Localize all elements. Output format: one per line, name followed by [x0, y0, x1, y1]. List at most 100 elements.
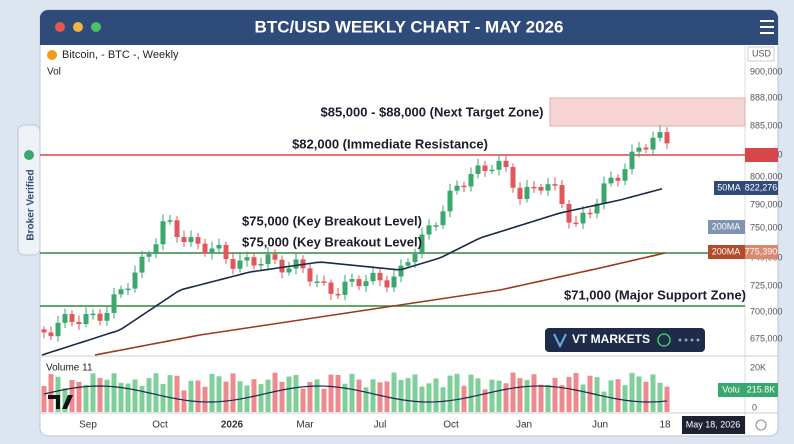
- candle: [118, 289, 124, 295]
- candle: [363, 281, 369, 287]
- volume-bar: [629, 372, 635, 412]
- candle: [279, 259, 285, 273]
- volume-bar: [167, 375, 173, 412]
- candle: [601, 183, 607, 204]
- price-axis-label: 675,000: [750, 333, 783, 343]
- x-axis-label: Oct: [443, 420, 459, 431]
- volume-bar: [538, 384, 544, 412]
- x-axis-label: Mar: [296, 420, 314, 431]
- candle: [132, 272, 138, 289]
- candle: [517, 187, 523, 199]
- volume-bar: [216, 376, 222, 412]
- x-axis-label: 2026: [221, 420, 244, 431]
- volume-bar: [321, 388, 327, 412]
- volume-bar: [272, 372, 278, 412]
- candle: [643, 147, 649, 150]
- candle: [615, 177, 621, 181]
- candle: [370, 272, 376, 282]
- volume-bar: [447, 375, 453, 412]
- candle: [48, 332, 54, 337]
- volume-bar: [237, 381, 243, 412]
- ma50-box: [714, 181, 745, 195]
- volume-bar: [622, 385, 628, 412]
- volume-bar: [97, 377, 103, 412]
- ma200-label: 200MA: [712, 221, 741, 231]
- volume-bar: [76, 381, 82, 412]
- candle: [251, 257, 257, 266]
- dot: [73, 22, 83, 32]
- menu-icon[interactable]: [760, 20, 774, 34]
- volume-bar: [293, 374, 299, 412]
- volume-bar: [608, 380, 614, 412]
- volume-bar: [363, 387, 369, 412]
- annotation: $75,000 (Key Breakout Level): [242, 213, 422, 228]
- volume-bar: [482, 389, 488, 412]
- badge-logo: [553, 333, 567, 349]
- volume-bar: [160, 383, 166, 412]
- candle: [62, 314, 68, 323]
- volume-bar: [174, 375, 180, 412]
- volume-bar: [489, 379, 495, 412]
- volume-bar: [188, 380, 194, 412]
- volume-axis-label: 20K: [750, 362, 766, 372]
- volume-bar: [517, 378, 523, 412]
- volume-value-box: [745, 383, 778, 397]
- currency-box[interactable]: [747, 46, 775, 62]
- volume-bar: [300, 388, 306, 412]
- candle: [258, 263, 264, 266]
- candle: [293, 259, 299, 269]
- target-zone: [549, 97, 746, 127]
- volume-bar: [349, 373, 355, 412]
- candle: [405, 262, 411, 266]
- volume-box: [718, 383, 745, 397]
- candle: [377, 272, 383, 281]
- candle: [181, 237, 187, 243]
- volume-bar: [643, 381, 649, 412]
- volume-bar: [440, 387, 446, 412]
- volume-bar: [391, 372, 397, 412]
- price-axis-label: 750,000: [750, 222, 783, 232]
- volume-bar: [419, 386, 425, 412]
- candle: [286, 268, 292, 273]
- candle: [342, 281, 348, 295]
- volume-bar: [41, 386, 47, 412]
- candle: [41, 329, 47, 333]
- candle: [636, 147, 642, 152]
- candle: [349, 279, 355, 282]
- badge-dots: [678, 338, 700, 342]
- candle: [321, 281, 327, 283]
- volume-bar: [342, 383, 348, 412]
- price-axis-label: 900,000: [750, 66, 783, 76]
- x-axis-label: Jan: [516, 420, 532, 431]
- candle: [524, 186, 530, 199]
- volume-bar: [636, 376, 642, 412]
- candle: [272, 254, 278, 260]
- settings-icon[interactable]: [755, 419, 767, 431]
- volume-bar: [573, 372, 579, 412]
- candle: [538, 186, 544, 191]
- btc-icon: [47, 50, 57, 60]
- x-axis-label: Sep: [79, 420, 97, 431]
- candle: [545, 184, 551, 191]
- candle: [622, 169, 628, 181]
- side-tab[interactable]: [17, 124, 41, 256]
- volume-bar: [496, 380, 502, 412]
- volume-bar: [181, 390, 187, 412]
- candle: [552, 184, 558, 186]
- volume-bar: [657, 382, 663, 412]
- price-axis-label: 800,000: [750, 171, 783, 181]
- candle: [440, 211, 446, 226]
- volume-bar: [552, 377, 558, 412]
- volume-ma-line: [43, 385, 668, 403]
- volume-bar: [153, 373, 159, 412]
- volume-bar: [209, 373, 215, 412]
- volume-bar: [405, 378, 411, 412]
- candle: [384, 280, 390, 288]
- volume-bar: [139, 386, 145, 412]
- candle: [398, 265, 404, 277]
- price-axis-label: 790,000: [750, 199, 783, 209]
- candle: [531, 186, 537, 189]
- candle: [174, 220, 180, 238]
- candle: [153, 244, 159, 255]
- volume-bar: [251, 379, 257, 412]
